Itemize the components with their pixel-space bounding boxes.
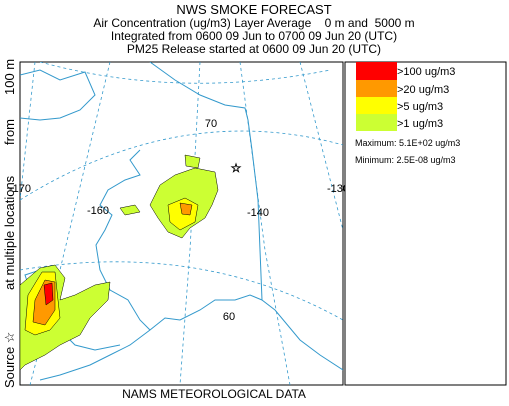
latitude-line bbox=[20, 130, 343, 201]
longitude-line bbox=[299, 62, 343, 231]
legend-items: >100 ug/m3 >20 ug/m3 >5 ug/m3 >1 ug/m3 bbox=[356, 62, 455, 131]
grid-label: -130 bbox=[327, 183, 349, 195]
subtitle: Integrated from 0600 09 Jun to 0700 09 J… bbox=[111, 29, 397, 43]
legend-swatch bbox=[356, 97, 397, 114]
smoke-area bbox=[184, 154, 201, 169]
legend: >100 ug/m3 >20 ug/m3 >5 ug/m3 >1 ug/m3 Maxi… bbox=[344, 61, 507, 386]
coastline bbox=[149, 62, 343, 371]
legend-label: >100 ug/m3 bbox=[397, 66, 455, 78]
source-marker: ☆ bbox=[231, 161, 242, 175]
grid-label: -140 bbox=[247, 207, 269, 219]
longitude-line bbox=[179, 62, 201, 385]
legend-label: >1 ug/m3 bbox=[397, 118, 443, 130]
coastline bbox=[95, 149, 151, 331]
legend-swatch bbox=[356, 62, 397, 80]
smoke-area bbox=[179, 202, 193, 216]
smoke-area bbox=[43, 282, 54, 306]
footer: NAMS METEOROLOGICAL DATA bbox=[122, 387, 306, 401]
maximum: Maximum: 5.1E+02 ug/m3 bbox=[355, 138, 460, 148]
side-text: Source ☆ bbox=[2, 332, 17, 388]
smoke-area bbox=[119, 204, 141, 216]
side-text: from bbox=[2, 119, 17, 145]
subtitle: Air Concentration (ug/m3) Layer Average … bbox=[93, 16, 414, 30]
legend-label: >20 ug/m3 bbox=[397, 84, 449, 96]
map: ☆ -170 -160 -140 -130 70 60 bbox=[9, 61, 349, 386]
legend-swatch bbox=[356, 80, 397, 97]
subtitle: PM25 Release started at 0600 09 Jun 20 (… bbox=[127, 42, 381, 56]
legend-label: >5 ug/m3 bbox=[397, 101, 443, 113]
longitude-line bbox=[20, 62, 36, 201]
title: NWS SMOKE FORECAST bbox=[176, 2, 331, 17]
grid-label: 70 bbox=[205, 118, 217, 130]
legend-swatch bbox=[356, 114, 397, 131]
latitude-line bbox=[39, 62, 331, 84]
latitude-line bbox=[20, 261, 343, 321]
grid-label: -170 bbox=[9, 183, 31, 195]
minimum: Minimum: 2.5E-08 ug/m3 bbox=[355, 155, 456, 165]
coastline bbox=[39, 294, 263, 381]
grid-labels: -170 -160 -140 -130 70 60 bbox=[9, 118, 349, 323]
grid-label: 60 bbox=[223, 311, 235, 323]
side-text: at multiple locations bbox=[2, 175, 17, 290]
coastline bbox=[20, 69, 96, 121]
side-label: Source ☆ at multiple locations from 100 m bbox=[2, 59, 17, 388]
grid-label: -160 bbox=[87, 205, 109, 217]
side-text: 100 m bbox=[2, 59, 17, 95]
